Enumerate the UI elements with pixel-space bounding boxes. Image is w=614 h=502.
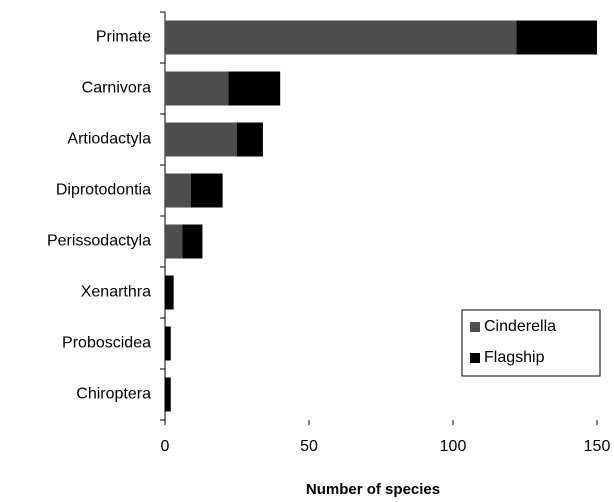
x-tick-label: 0 [161, 438, 170, 455]
y-tick-label: Proboscidea [62, 335, 151, 352]
bar-segment [165, 173, 191, 208]
x-tick-label: 100 [440, 438, 467, 455]
y-tick-label: Diprotodontia [56, 182, 151, 199]
bar-segment [165, 20, 517, 55]
bar-segment [237, 122, 263, 157]
x-tick-label: 150 [584, 438, 611, 455]
bar-segment [190, 173, 223, 208]
bar-segment [516, 20, 597, 55]
x-axis-label: Number of species [306, 481, 440, 498]
y-tick-label: Xenarthra [81, 284, 151, 301]
legend-label: Flagship [484, 349, 545, 366]
bar-segment [165, 326, 171, 361]
bar-segment [228, 71, 281, 106]
bar-segment [182, 224, 203, 259]
bar-segment [165, 122, 237, 157]
y-tick-label: Artiodactyla [67, 131, 151, 148]
y-tick-label: Primate [96, 29, 151, 46]
y-tick-label: Perissodactyla [47, 233, 151, 250]
legend-swatch [470, 322, 480, 332]
y-tick-label: Carnivora [82, 80, 151, 97]
y-tick-label: Chiroptera [76, 386, 151, 403]
bar-segment [165, 71, 229, 106]
bar-segment [165, 224, 183, 259]
bar-segment [165, 275, 174, 310]
legend-swatch [470, 353, 480, 363]
legend-box [461, 309, 601, 377]
legend-label: Cinderella [484, 318, 556, 335]
x-tick-label: 50 [300, 438, 318, 455]
bar-segment [165, 377, 171, 412]
